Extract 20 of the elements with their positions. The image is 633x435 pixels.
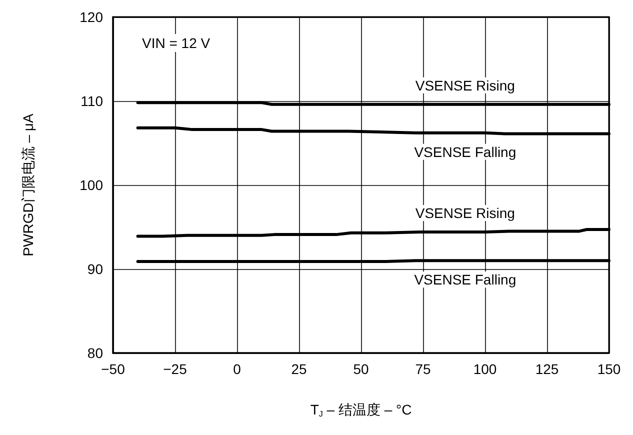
x-tick-label: 50 — [353, 361, 369, 377]
series-label: VSENSE Falling — [414, 272, 516, 288]
series-label: VSENSE Rising — [415, 77, 515, 94]
x-tick-label: −50 — [101, 361, 126, 377]
annotation: VIN = 12 V — [142, 35, 211, 51]
y-tick-label: 90 — [87, 261, 104, 277]
x-tick-label: 0 — [233, 361, 242, 377]
x-tick-label: 75 — [415, 361, 431, 377]
y-tick-label: 120 — [80, 9, 104, 25]
y-axis-title: PWRGD门限电流 – μA — [20, 113, 36, 256]
x-tick-label: 150 — [597, 361, 621, 377]
y-tick-label: 80 — [87, 345, 104, 361]
x-tick-label: −25 — [163, 361, 188, 377]
x-tick-label: 125 — [535, 361, 559, 377]
series-label: VSENSE Falling — [414, 144, 516, 160]
x-tick-label: 100 — [473, 361, 497, 377]
x-tick-label: 25 — [291, 361, 307, 377]
y-tick-label: 110 — [80, 93, 104, 109]
series-label: VSENSE Rising — [415, 205, 515, 222]
y-tick-label: 100 — [80, 177, 104, 193]
